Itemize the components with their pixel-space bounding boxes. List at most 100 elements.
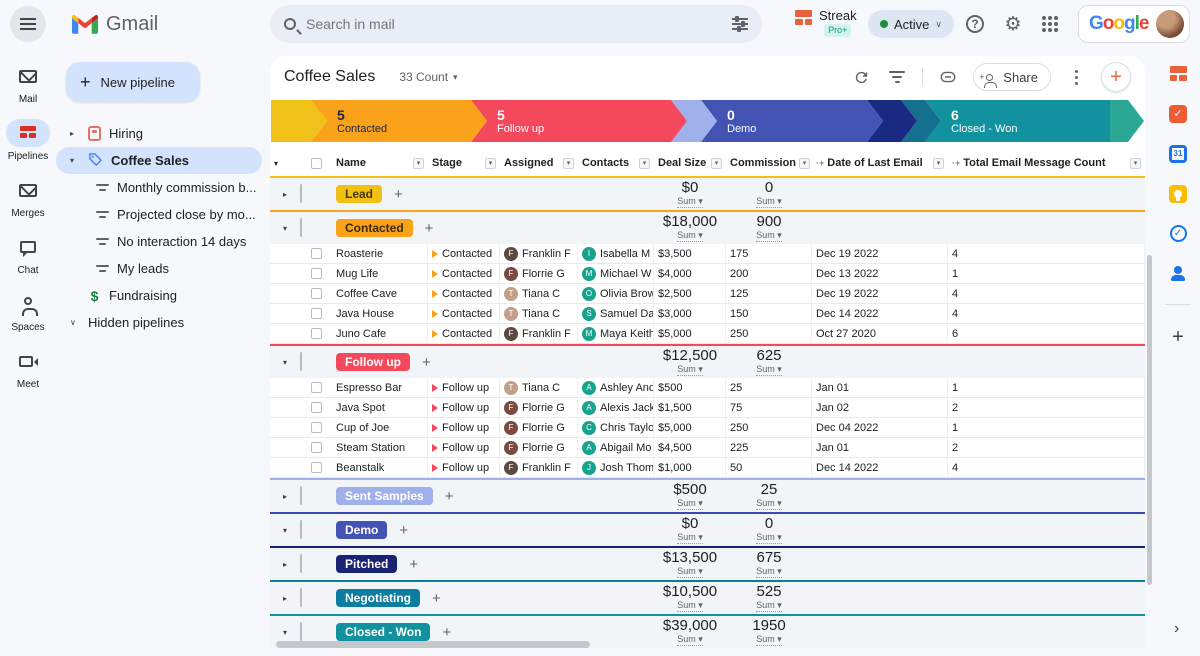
sidebar-item-projected-close-by-mo[interactable]: Projected close by mo... xyxy=(56,201,262,228)
group-checkbox-cell[interactable] xyxy=(300,486,332,505)
row-checkbox-cell[interactable] xyxy=(300,378,332,397)
sum-dropdown[interactable]: Sum ▾ xyxy=(677,229,703,242)
stage-badge[interactable]: Pitched xyxy=(336,555,398,573)
column-menu-icon[interactable]: ▾ xyxy=(711,157,722,169)
tasks-check-icon[interactable]: ✓ xyxy=(1169,104,1188,123)
stage-badge[interactable]: Sent Samples xyxy=(336,487,433,505)
row-checkbox-cell[interactable] xyxy=(300,418,332,437)
vertical-scrollbar[interactable] xyxy=(1147,255,1152,585)
streak-extension-button[interactable]: Streak Pro+ xyxy=(795,8,857,37)
rail-item-mail[interactable]: Mail xyxy=(0,62,56,105)
add-box-to-stage-button[interactable]: + xyxy=(394,185,403,203)
sum-dropdown[interactable]: Sum ▾ xyxy=(677,599,703,612)
google-account-button[interactable]: Google xyxy=(1078,5,1190,43)
column-header-date-of-last-email[interactable]: ·+ Date of Last Email ▾ xyxy=(812,157,948,169)
sidebar-item-monthly-commission-b[interactable]: Monthly commission b... xyxy=(56,174,262,201)
cell-stage[interactable]: Contacted xyxy=(428,284,500,303)
help-button[interactable]: ? xyxy=(963,12,987,36)
group-expand-caret[interactable]: ▸ xyxy=(282,189,287,199)
row-checkbox-cell[interactable] xyxy=(300,284,332,303)
table-row[interactable]: Mug Life Contacted F Florrie G M Michael W $4,… xyxy=(270,264,1145,284)
group-checkbox-cell[interactable] xyxy=(300,588,332,607)
group-checkbox[interactable] xyxy=(300,588,302,607)
calendar-icon[interactable]: 31 xyxy=(1169,144,1188,163)
sum-dropdown[interactable]: Sum ▾ xyxy=(677,633,703,646)
sidebar-item-my-leads[interactable]: My leads xyxy=(56,255,262,282)
table-row[interactable]: Cup of Joe Follow up F Florrie G C Chris Tayl… xyxy=(270,418,1145,438)
get-addons-button[interactable]: + xyxy=(1172,326,1184,348)
rail-item-merges[interactable]: Merges xyxy=(0,176,56,219)
sum-dropdown[interactable]: Sum ▾ xyxy=(756,565,782,578)
row-checkbox[interactable] xyxy=(310,268,322,279)
cell-stage[interactable]: Contacted xyxy=(428,244,500,263)
row-checkbox[interactable] xyxy=(310,328,322,339)
table-row[interactable]: Coffee Cave Contacted T Tiana C O Olivia Brow… xyxy=(270,284,1145,304)
group-checkbox-cell[interactable] xyxy=(300,218,332,237)
sidebar-item-hiring[interactable]: ▸ Hiring xyxy=(56,120,262,147)
column-menu-icon[interactable]: ▾ xyxy=(413,157,424,169)
search-input[interactable] xyxy=(306,16,722,32)
cell-contact[interactable]: A Ashley And xyxy=(578,378,654,397)
stage-badge[interactable]: Contacted xyxy=(336,219,413,237)
cell-stage[interactable]: Contacted xyxy=(428,264,500,283)
group-checkbox-cell[interactable] xyxy=(300,520,332,539)
group-checkbox-cell[interactable] xyxy=(300,184,332,203)
cell-contact[interactable]: C Chris Taylo xyxy=(578,418,654,437)
cell-stage[interactable]: Contacted xyxy=(428,324,500,343)
row-checkbox-cell[interactable] xyxy=(300,438,332,457)
row-checkbox-cell[interactable] xyxy=(300,398,332,417)
cell-contact[interactable]: I Isabella M xyxy=(578,244,654,263)
table-row[interactable]: Juno Cafe Contacted F Franklin F M Maya Keith… xyxy=(270,324,1145,344)
column-menu-icon[interactable]: ▾ xyxy=(799,157,811,169)
rail-item-meet[interactable]: Meet xyxy=(0,347,56,390)
row-checkbox-cell[interactable] xyxy=(300,324,332,343)
row-checkbox[interactable] xyxy=(310,462,322,473)
cell-contact[interactable]: M Maya Keith xyxy=(578,324,654,343)
search-icon[interactable] xyxy=(284,18,296,30)
cell-assigned[interactable]: T Tiana C xyxy=(500,378,578,397)
select-all-cell[interactable]: ▾ xyxy=(270,159,300,168)
rail-item-spaces[interactable]: Spaces xyxy=(0,290,56,333)
row-checkbox-cell[interactable] xyxy=(300,304,332,323)
column-menu-icon[interactable]: ▾ xyxy=(485,157,496,169)
column-menu-icon[interactable]: ▾ xyxy=(639,157,650,169)
sum-dropdown[interactable]: Sum ▾ xyxy=(677,531,703,544)
cell-stage[interactable]: Follow up xyxy=(428,418,500,437)
apps-button[interactable] xyxy=(1038,12,1062,36)
column-header-total-email-message-count[interactable]: ·+ Total Email Message Count ▾ xyxy=(948,157,1145,169)
cell-assigned[interactable]: F Franklin F xyxy=(500,244,578,263)
cell-assigned[interactable]: T Tiana C xyxy=(500,304,578,323)
sum-dropdown[interactable]: Sum ▾ xyxy=(756,497,782,510)
cell-assigned[interactable]: F Florrie G xyxy=(500,398,578,417)
stage-badge[interactable]: Closed - Won xyxy=(336,623,431,641)
rail-item-chat[interactable]: Chat xyxy=(0,233,56,276)
cell-contact[interactable]: A Alexis Jack xyxy=(578,398,654,417)
table-row[interactable]: Steam Station Follow up F Florrie G A Abigail… xyxy=(270,438,1145,458)
search-options-icon[interactable] xyxy=(732,16,748,32)
sum-dropdown[interactable]: Sum ▾ xyxy=(756,531,782,544)
table-row[interactable]: Beanstalk Follow up F Franklin F J Josh Thom $… xyxy=(270,458,1145,478)
group-checkbox-cell[interactable] xyxy=(300,554,332,573)
sum-dropdown[interactable]: Sum ▾ xyxy=(677,363,703,376)
cell-contact[interactable]: A Abigail Mo xyxy=(578,438,654,457)
group-expand-caret[interactable]: ▾ xyxy=(282,627,287,637)
column-header-commission[interactable]: Commission ▾ xyxy=(726,157,812,169)
collapse-panel-icon[interactable]: › xyxy=(1174,620,1180,637)
funnel-stage-demo[interactable]: 0 Demo xyxy=(701,100,883,142)
cell-assigned[interactable]: F Franklin F xyxy=(500,324,578,343)
status-dropdown[interactable]: Active ∨ xyxy=(868,10,954,38)
group-expand-caret[interactable]: ▸ xyxy=(282,491,287,501)
stage-badge[interactable]: Negotiating xyxy=(336,589,420,607)
group-checkbox-cell[interactable] xyxy=(300,352,332,371)
row-checkbox[interactable] xyxy=(310,402,322,413)
stage-badge[interactable]: Follow up xyxy=(336,353,410,371)
row-checkbox[interactable] xyxy=(310,382,322,393)
sum-dropdown[interactable]: Sum ▾ xyxy=(756,633,782,646)
column-header-contacts[interactable]: Contacts ▾ xyxy=(578,157,654,169)
row-checkbox-cell[interactable] xyxy=(300,264,332,283)
sidebar-item-fundraising[interactable]: $ Fundraising xyxy=(56,282,262,309)
column-header-name[interactable]: Name ▾ xyxy=(332,157,428,169)
cell-stage[interactable]: Follow up xyxy=(428,398,500,417)
stage-badge[interactable]: Demo xyxy=(336,521,388,539)
group-checkbox[interactable] xyxy=(300,486,302,505)
